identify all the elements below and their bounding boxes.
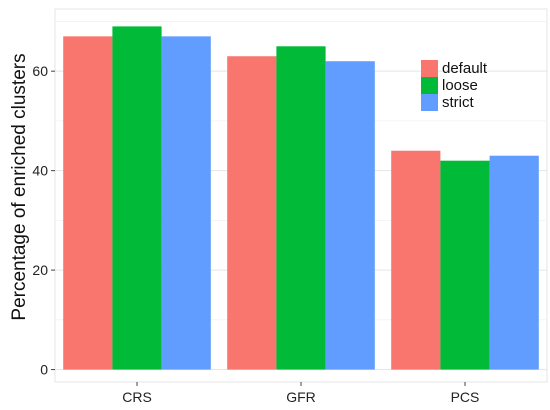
y-axis-title: Percentage of enriched clusters	[9, 53, 30, 320]
legend-label-default: default	[442, 60, 488, 77]
y-axis-ticks: 0 20 40 60	[32, 63, 55, 378]
bar-crs-loose	[112, 26, 162, 370]
x-tick-label: PCS	[451, 389, 480, 405]
bar-pcs-strict	[489, 155, 539, 370]
bar-pcs-loose	[440, 160, 490, 370]
legend-key-default	[421, 60, 438, 77]
legend-label-loose: loose	[442, 77, 478, 94]
bar-crs-strict	[161, 36, 211, 370]
x-tick-label: CRS	[122, 389, 152, 405]
bar-gfr-default	[227, 56, 277, 370]
y-tick-label: 40	[32, 163, 48, 179]
legend-label-strict: strict	[442, 94, 474, 111]
legend-key-strict	[421, 94, 438, 111]
legend-key-loose	[421, 77, 438, 94]
y-tick-label: 60	[32, 63, 48, 79]
bar-gfr-loose	[276, 46, 326, 370]
x-tick-label: GFR	[286, 389, 316, 405]
y-tick-label: 0	[40, 362, 48, 378]
y-tick-label: 20	[32, 262, 48, 278]
bar-pcs-default	[391, 150, 441, 370]
bars	[63, 26, 539, 370]
bar-gfr-strict	[325, 61, 375, 370]
x-axis-ticks: CRS GFR PCS	[122, 382, 479, 405]
bar-crs-default	[63, 36, 113, 370]
